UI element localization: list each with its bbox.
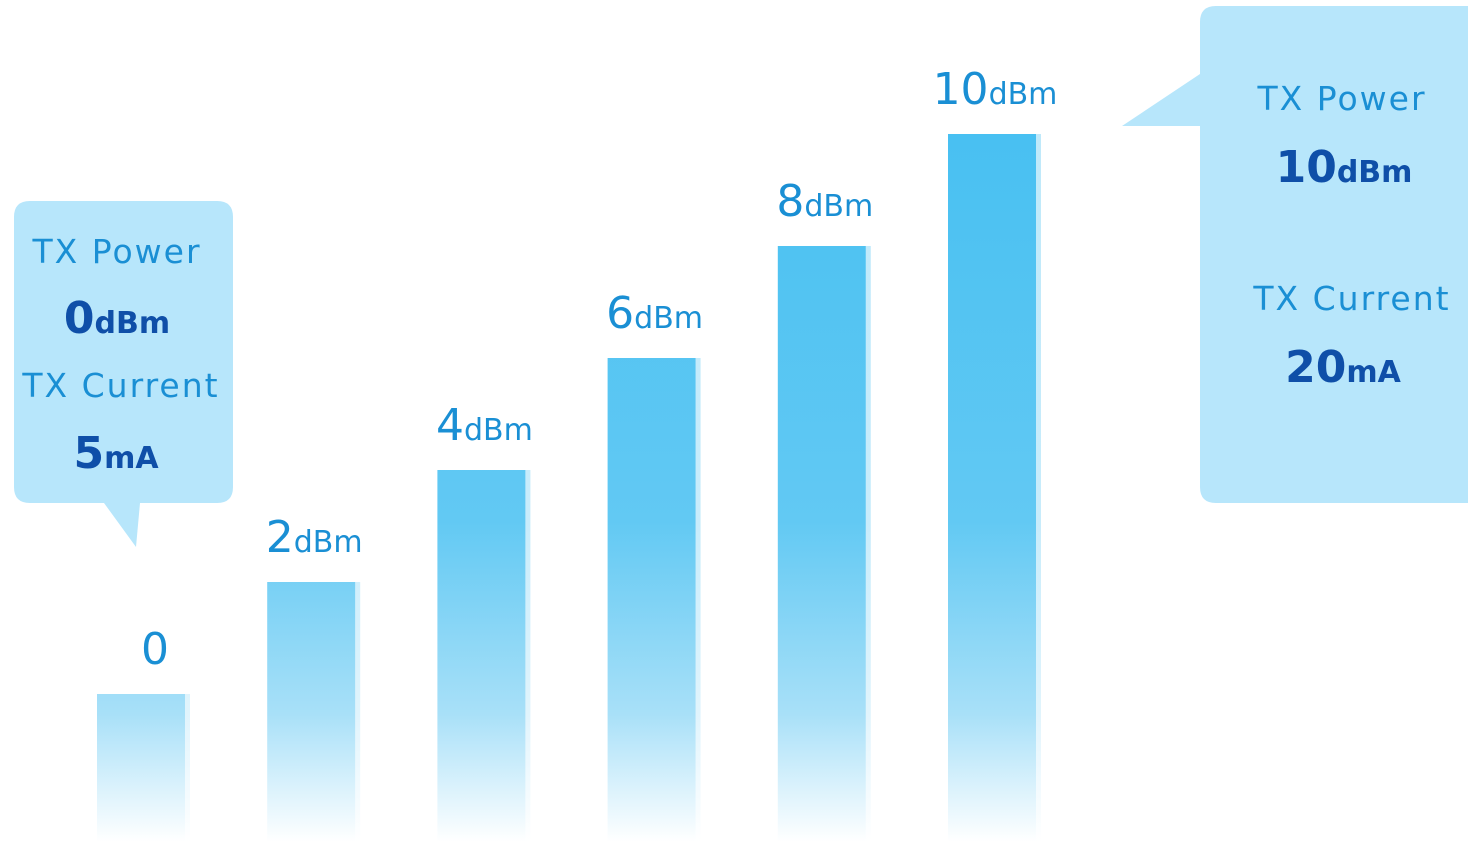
bar-label-number-6: 6: [606, 288, 634, 339]
callout-right-current-unit: mA: [1346, 355, 1401, 390]
callout-left-power-value: 0dBm: [64, 293, 170, 344]
callout-left-power-number: 0: [64, 293, 95, 344]
callout-right-power-unit: dBm: [1337, 155, 1413, 190]
bar-label-number-2: 2: [266, 512, 294, 563]
callout-right-power-value: 10dBm: [1276, 142, 1413, 193]
bar-shadow-3: [695, 358, 701, 842]
bar-6: [607, 358, 696, 842]
bar-10: [948, 134, 1036, 842]
bar-label-unit-10: dBm: [989, 77, 1058, 112]
bar-label-number-0: 0: [141, 624, 169, 675]
callout-right-power-label: TX Power: [1256, 79, 1426, 118]
callout-right: TX Power 10dBm TX Current 20mA: [1122, 6, 1468, 503]
callout-left-current-number: 5: [73, 428, 104, 479]
callout-right-current-label: TX Current: [1252, 279, 1450, 318]
bar-2: [267, 582, 356, 842]
bar-shadow-1: [355, 582, 361, 842]
bar-4: [437, 470, 526, 842]
bar-shadow-4: [865, 246, 871, 842]
bar-label-6: 6dBm: [606, 288, 703, 339]
callout-right-current-value: 20mA: [1285, 342, 1401, 393]
bar-label-unit-6: dBm: [634, 301, 703, 336]
bar-8: [777, 246, 866, 842]
bar-label-4: 4dBm: [436, 400, 533, 451]
bars-group: [97, 134, 1041, 842]
callout-right-bubble: [1122, 6, 1468, 503]
bar-label-0: 0: [141, 624, 169, 675]
callout-left-power-label: TX Power: [31, 232, 201, 271]
callout-right-power-number: 10: [1276, 142, 1337, 193]
bar-shadow-5: [1036, 134, 1041, 842]
bar-0: [97, 694, 185, 842]
callout-left: TX Power 0dBm TX Current 5mA: [14, 201, 233, 547]
callout-left-current-label: TX Current: [21, 366, 219, 405]
callout-left-current-unit: mA: [104, 441, 159, 476]
callout-left-current-value: 5mA: [73, 428, 159, 479]
bar-shadow-0: [185, 694, 190, 842]
bar-label-number-4: 4: [436, 400, 464, 451]
bar-label-number-10: 10: [933, 64, 989, 115]
bar-label-unit-2: dBm: [294, 525, 363, 560]
callout-left-power-unit: dBm: [95, 306, 171, 341]
callout-right-current-number: 20: [1285, 342, 1346, 393]
bar-label-8: 8dBm: [776, 176, 873, 227]
bar-label-number-8: 8: [776, 176, 804, 227]
callout-left-bubble: [14, 201, 233, 547]
bar-label-unit-4: dBm: [464, 413, 533, 448]
bar-label-10: 10dBm: [933, 64, 1058, 115]
bar-label-2: 2dBm: [266, 512, 363, 563]
bar-shadow-2: [525, 470, 531, 842]
bar-label-unit-8: dBm: [804, 189, 873, 224]
